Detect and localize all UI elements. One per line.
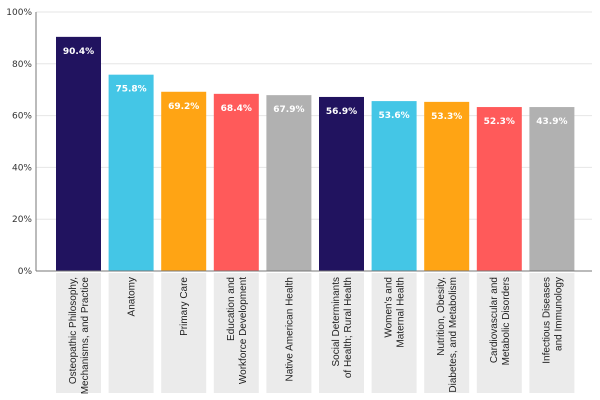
category-label-line: Cardiovascular and (489, 277, 500, 363)
category-label: Infectious Diseases and Immunology (541, 277, 564, 364)
bar (529, 107, 575, 271)
value-label: 43.9% (536, 117, 567, 127)
category-label: Social Determinants of Health; Rural Heal… (331, 277, 354, 378)
category-box (476, 273, 522, 393)
y-axis-ticks: 0% 20% 40% 60% 80% 100% (6, 8, 32, 277)
y-tick-label: 0% (18, 267, 33, 277)
category-box (319, 273, 364, 393)
bar (476, 107, 522, 271)
category-label: Nutrition, Obesity, Diabetes, and Metabol… (436, 277, 459, 393)
bar (266, 95, 312, 271)
category-label-line: Mechanisms, and Practice (80, 277, 91, 395)
category-box (266, 273, 312, 393)
bar (161, 91, 207, 271)
bar (424, 101, 470, 271)
category-label-line: and Immunology (553, 277, 564, 351)
category-box (213, 273, 259, 393)
bar (371, 101, 417, 271)
category-box (371, 273, 417, 393)
value-label: 75.8% (115, 85, 146, 95)
y-tick-label: 20% (12, 215, 32, 225)
bars (56, 36, 575, 272)
category-label-line: Maternal Health (396, 277, 407, 348)
bar (213, 93, 259, 272)
value-label: 68.4% (221, 104, 252, 114)
y-tick-label: 40% (12, 163, 32, 173)
category-label: Education and Workforce Development (226, 277, 249, 384)
value-label: 53.6% (378, 111, 409, 121)
category-label-line: Metabolic Disorders (501, 277, 512, 365)
category-label: Cardiovascular and Metabolic Disorders (489, 277, 512, 365)
category-box (108, 273, 154, 393)
category-labels: Osteopathic Philosophy, Mechanisms, and P… (68, 277, 564, 395)
category-label: Women's and Maternal Health (384, 277, 407, 348)
category-label-line: Native American Health (284, 277, 295, 382)
category-label-line: Anatomy (127, 277, 138, 316)
category-label-line: Nutrition, Obesity, (436, 277, 447, 356)
category-label-line: Social Determinants (331, 277, 342, 366)
category-box (56, 273, 101, 393)
value-label: 53.3% (431, 112, 462, 122)
axes (35, 12, 592, 272)
category-box (161, 273, 207, 393)
value-label: 52.3% (484, 117, 515, 127)
y-tick-label: 100% (6, 8, 32, 18)
value-label: 56.9% (326, 107, 357, 117)
category-label-line: Primary Care (179, 277, 190, 336)
category-label-line: of Health; Rural Health (343, 277, 354, 378)
category-label-line: Infectious Diseases (541, 277, 552, 364)
category-label: Anatomy (127, 277, 138, 316)
category-box (529, 273, 575, 393)
value-labels: 90.4% 75.8% 69.2% 68.4% 67.9% 56.9% 53.6% 53.3%… (63, 47, 568, 127)
category-label-boxes (56, 273, 575, 393)
category-label: Native American Health (284, 277, 295, 382)
bar (319, 96, 364, 272)
category-label: Osteopathic Philosophy, Mechanisms, and P… (68, 277, 91, 395)
category-label-line: Workforce Development (238, 277, 249, 384)
y-tick-label: 80% (12, 60, 32, 70)
y-tick-label: 60% (12, 112, 32, 122)
value-label: 69.2% (168, 102, 199, 112)
value-label: 90.4% (63, 47, 94, 57)
category-label-line: Osteopathic Philosophy, (68, 277, 79, 384)
bar (108, 74, 154, 271)
category-label-line: Education and (226, 277, 237, 341)
category-label: Primary Care (179, 277, 190, 336)
bar (56, 36, 101, 271)
category-label-line: Diabetes, and Metabolism (448, 277, 459, 393)
value-label: 67.9% (273, 105, 304, 115)
category-label-line: Women's and (384, 277, 395, 338)
category-box (424, 273, 470, 393)
